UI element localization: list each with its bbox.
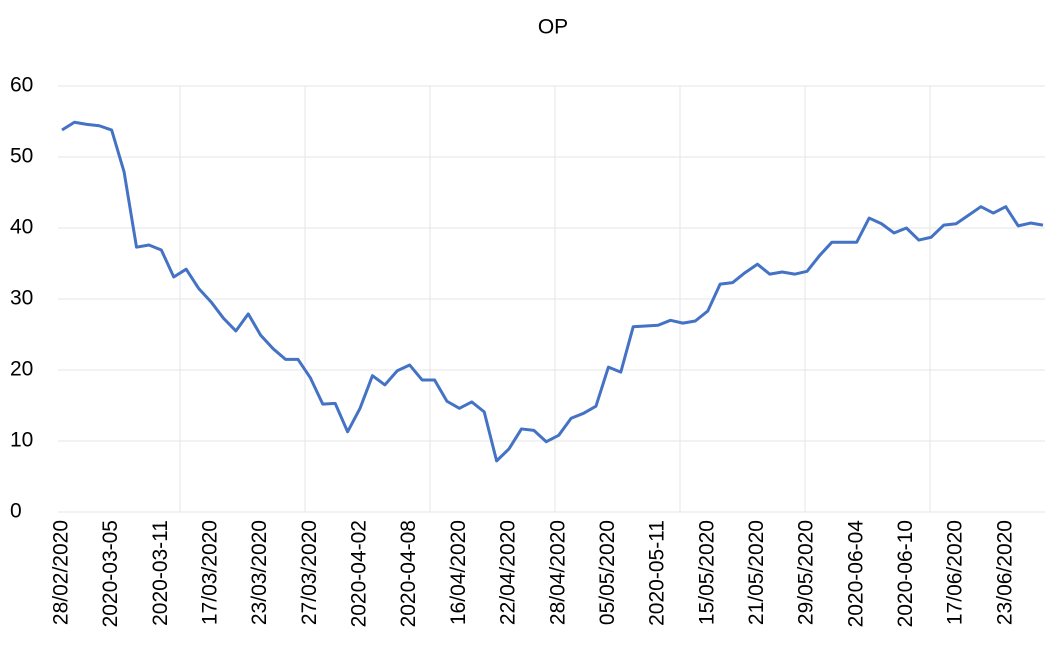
x-tick-label: 2020-04-02 [348,520,371,627]
x-tick-label: 2020-04-08 [397,520,420,627]
y-tick-label: 50 [10,145,33,168]
y-tick-label: 10 [10,429,33,452]
x-tick-label: 16/04/2020 [447,520,470,625]
line-series [61,120,1044,463]
x-tick-label: 21/05/2020 [745,520,768,625]
x-tick-label: 22/04/2020 [497,520,520,625]
y-tick-label: 30 [10,287,33,310]
x-tick-label: 2020-05-11 [646,520,669,626]
x-tick-label: 2020-03-11 [149,520,172,626]
x-tick-label: 17/03/2020 [199,520,222,625]
x-tick-label: 2020-06-04 [844,520,867,628]
x-tick-label: 28/02/2020 [50,520,73,625]
x-tick-label: 15/05/2020 [695,520,718,625]
x-tick-label: 27/03/2020 [298,520,321,625]
y-tick-label: 40 [10,216,33,239]
y-tick-label: 20 [10,358,33,381]
x-tick-label: 2020-06-10 [894,520,917,627]
y-tick-label: 60 [10,74,33,97]
x-tick-label: 05/05/2020 [596,520,619,625]
chart-title: OP [538,16,568,39]
x-tick-label: 29/05/2020 [795,520,818,625]
x-tick-label: 2020-03-05 [99,520,122,627]
x-tick-label: 28/04/2020 [546,520,569,625]
y-tick-label: 0 [10,500,22,523]
x-tick-label: 23/03/2020 [248,520,271,625]
x-tick-label: 23/06/2020 [993,520,1016,625]
x-tick-label: 17/06/2020 [944,520,967,625]
